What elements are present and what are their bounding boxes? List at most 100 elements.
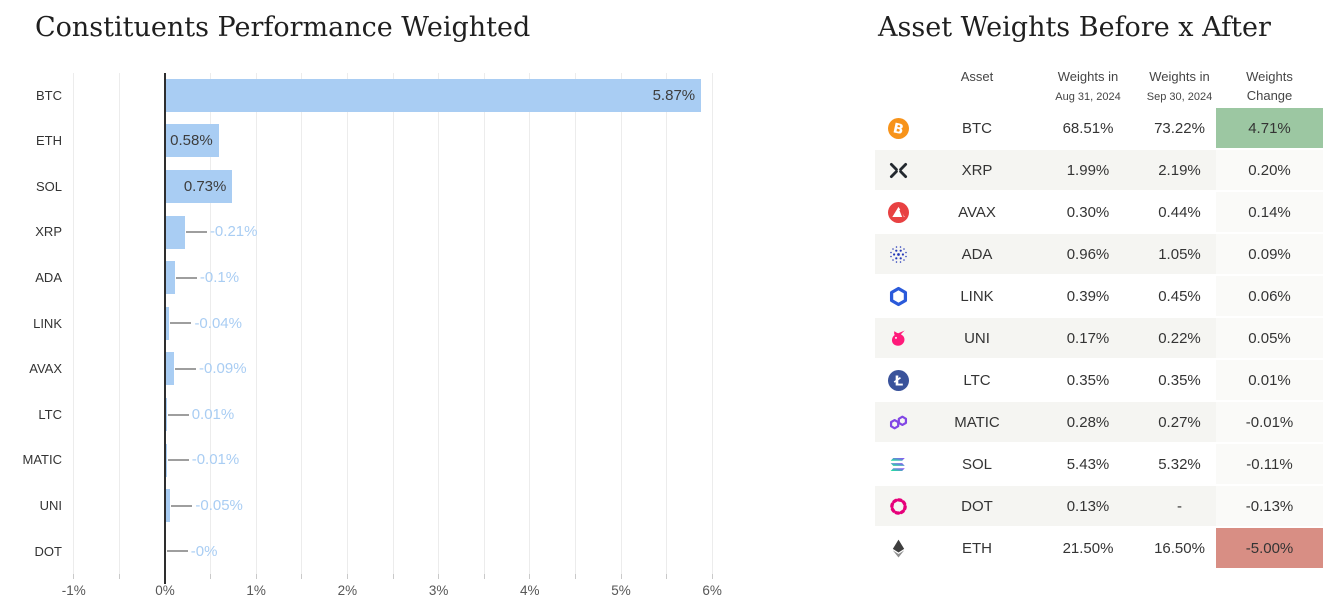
- axis-tick: [346, 574, 348, 580]
- grid-line: [529, 72, 531, 575]
- column-header: Weights Change: [1216, 65, 1323, 108]
- weight-before-cell: 0.17%: [1066, 329, 1110, 347]
- axis-tick: [301, 574, 303, 580]
- category-label: ADA: [35, 269, 62, 285]
- asset-name-cell: LTC: [963, 371, 991, 389]
- grid-line: [620, 72, 622, 575]
- performance-bar: [165, 443, 167, 477]
- column-header-subline: Sep 30, 2024: [1146, 91, 1213, 103]
- table-row-main: XRP 1.99% 2.19%: [875, 150, 1216, 192]
- bar-value-label: -0%: [190, 542, 218, 560]
- bar-value-label: 0.73%: [183, 178, 227, 195]
- bar-value-label: 0.58%: [170, 132, 213, 150]
- performance-bar: [165, 306, 170, 340]
- weight-after-cell: 2.19%: [1158, 161, 1201, 179]
- table-row-main: Ł LTC 0.35% 0.35%: [875, 360, 1216, 402]
- axis-tick: [255, 574, 257, 580]
- asset-name-cell: SOL: [961, 455, 992, 473]
- table-row-main: B BTC 68.51% 73.22%: [875, 108, 1216, 150]
- bar-value-label: -0.01%: [191, 451, 240, 469]
- weight-before-cell: 0.13%: [1066, 497, 1110, 515]
- performance-bar: 0.73%: [165, 170, 233, 203]
- category-label: SOL: [35, 178, 62, 194]
- axis-tick: [483, 574, 485, 580]
- chart-title: Constituents Performance Weighted: [35, 12, 531, 43]
- table-row-main: ADA 0.96% 1.05%: [875, 234, 1216, 276]
- table-row: LINK 0.39% 0.45% 0.06%: [875, 276, 1323, 318]
- asset-name-cell: ADA: [961, 245, 993, 263]
- column-header-icon: [875, 65, 921, 108]
- bar-value-label: -0.04%: [194, 314, 242, 332]
- weight-after-cell: 0.27%: [1158, 413, 1201, 431]
- asset-icon-cell: [875, 538, 921, 559]
- table-row: UNI 0.17% 0.22% 0.05%: [875, 318, 1323, 360]
- asset-icon-cell: Ł: [875, 369, 921, 391]
- bar-value-label: -0.21%: [209, 223, 258, 241]
- label-leader-line: [185, 231, 207, 234]
- x-axis-label: 2%: [337, 583, 358, 599]
- weight-before-cell: 5.43%: [1066, 455, 1110, 473]
- label-leader-line: [170, 322, 192, 325]
- grid-line: [210, 72, 212, 575]
- grid-line: [574, 72, 576, 575]
- label-leader-line: [166, 550, 188, 553]
- weight-change-cell: 0.14%: [1216, 192, 1323, 234]
- grid-line: [483, 72, 485, 575]
- table-row: B BTC 68.51% 73.22% 4.71%: [875, 108, 1323, 150]
- xrp-icon: [888, 160, 909, 181]
- weight-before-cell: 68.51%: [1062, 119, 1114, 137]
- asset-icon-cell: [875, 286, 921, 307]
- asset-name-cell: XRP: [961, 161, 993, 179]
- performance-bar-chart: -1% 0% 1% 2% 3% 4% 5% 6% BTC 5.87% ETH 0.58% SOL 0.73…: [23, 72, 722, 599]
- weight-after-cell: 0.35%: [1158, 371, 1201, 389]
- table-row: XRP 1.99% 2.19% 0.20%: [875, 150, 1323, 192]
- asset-name-cell: AVAX: [958, 203, 996, 221]
- x-axis-label: -1%: [61, 583, 86, 599]
- asset-icon-cell: [875, 454, 921, 475]
- table-row: ETH 21.50% 16.50% -5.00%: [875, 528, 1323, 570]
- column-header: Weights in Sep 30, 2024: [1143, 65, 1216, 108]
- weight-change-cell: -0.11%: [1216, 444, 1323, 486]
- x-axis-label: 5%: [611, 583, 631, 599]
- table-row-main: MATIC 0.28% 0.27%: [875, 402, 1216, 444]
- performance-bar: 0.58%: [165, 124, 219, 158]
- column-header-label: Weights: [1246, 69, 1293, 84]
- weight-before-cell: 0.96%: [1066, 245, 1110, 263]
- table-row-main: ETH 21.50% 16.50%: [875, 528, 1216, 570]
- axis-tick: [73, 574, 75, 580]
- asset-icon-cell: [875, 412, 921, 433]
- weight-change-cell: -0.01%: [1216, 402, 1323, 444]
- dot-icon: [888, 496, 909, 517]
- asset-name-cell: DOT: [961, 497, 993, 515]
- grid-line: [255, 72, 257, 575]
- table-row-main: SOL 5.43% 5.32%: [875, 444, 1216, 486]
- column-header-label: Asset: [960, 69, 994, 84]
- weight-after-cell: 1.05%: [1158, 245, 1201, 263]
- performance-bar: 5.87%: [165, 78, 702, 112]
- label-leader-line: [167, 413, 189, 416]
- asset-icon-cell: [875, 244, 921, 265]
- axis-tick: [529, 574, 531, 580]
- weight-change-cell: -0.13%: [1216, 486, 1323, 528]
- weight-after-cell: -: [1177, 497, 1182, 515]
- table-row: DOT 0.13% - -0.13%: [875, 486, 1323, 528]
- weight-change-cell: 4.71%: [1216, 108, 1323, 150]
- weight-before-cell: 0.28%: [1066, 413, 1110, 431]
- label-leader-line: [175, 367, 196, 370]
- table-row-main: LINK 0.39% 0.45%: [875, 276, 1216, 318]
- axis-tick: [438, 574, 440, 580]
- weight-after-cell: 0.45%: [1158, 287, 1201, 305]
- table-row: Ł LTC 0.35% 0.35% 0.01%: [875, 360, 1323, 402]
- x-axis-label: 0%: [155, 583, 175, 599]
- grid-line: [711, 72, 713, 575]
- performance-bar: [165, 215, 185, 249]
- performance-bar: [165, 352, 174, 386]
- axis-tick: [118, 574, 120, 580]
- btc-icon: B: [887, 117, 909, 139]
- column-header-label: Weights in: [1057, 69, 1119, 84]
- axis-tick: [392, 574, 394, 580]
- x-axis-label: 4%: [520, 583, 540, 599]
- weight-before-cell: 0.30%: [1066, 203, 1110, 221]
- weight-change-cell: 0.20%: [1216, 150, 1323, 192]
- asset-name-cell: UNI: [964, 329, 990, 347]
